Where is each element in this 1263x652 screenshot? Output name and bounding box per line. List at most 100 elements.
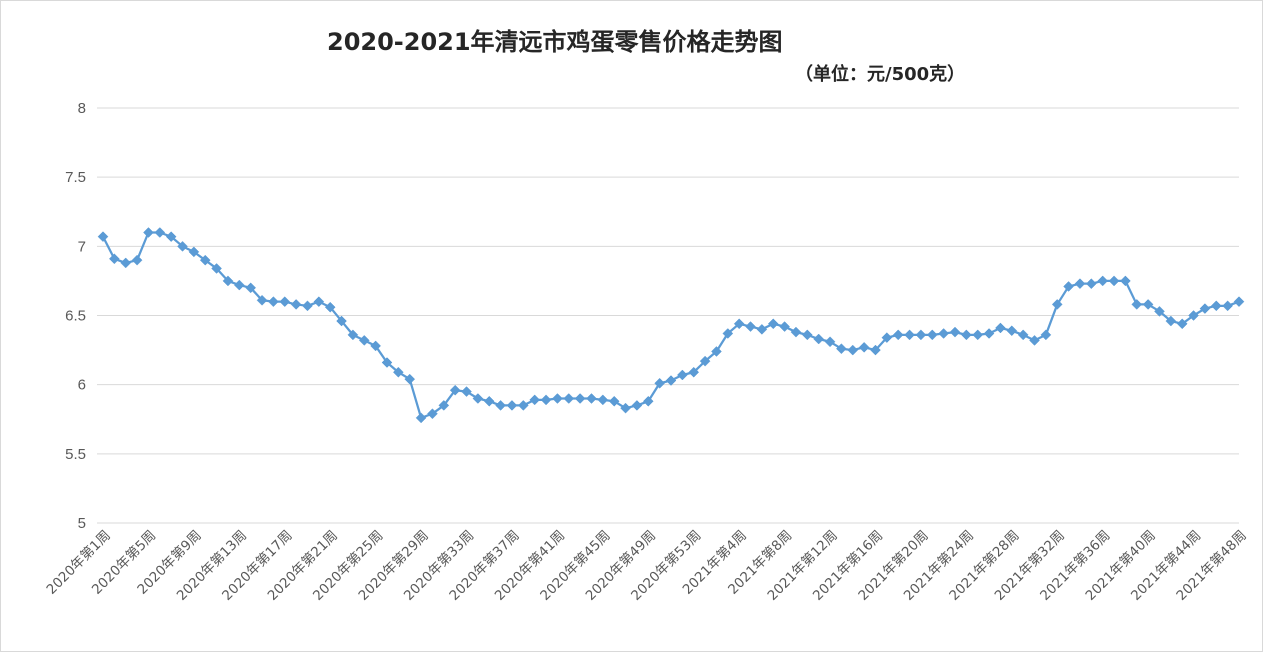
data-point — [165, 231, 177, 243]
data-point — [302, 300, 313, 312]
data-point — [336, 315, 347, 327]
data-point — [529, 394, 541, 406]
chart-title: 2020-2021年清远市鸡蛋零售价格走势图 — [327, 28, 783, 56]
data-point — [1006, 325, 1018, 337]
data-point — [427, 408, 438, 420]
data-point — [1063, 281, 1074, 292]
data-point — [836, 343, 847, 355]
y-axis-ticks: 5 5.5 6 6.5 7 7.5 8 — [65, 100, 86, 532]
data-point — [972, 329, 984, 341]
data-point — [393, 366, 404, 378]
data-point — [790, 326, 802, 338]
data-point — [381, 357, 393, 368]
data-point — [415, 412, 427, 424]
data-point — [1051, 299, 1063, 310]
data-point — [881, 332, 893, 343]
data-point — [449, 384, 461, 396]
data-point — [143, 227, 154, 238]
data-point — [733, 318, 745, 330]
data-point — [1188, 310, 1199, 321]
data-point — [1142, 299, 1154, 310]
data-point — [517, 400, 529, 411]
data-point — [245, 282, 257, 294]
data-point — [870, 344, 881, 356]
data-point — [506, 400, 518, 411]
data-point — [824, 336, 836, 348]
data-point — [1017, 329, 1029, 341]
data-point — [552, 393, 563, 404]
data-point — [1029, 335, 1040, 346]
data-point — [222, 275, 234, 287]
data-point — [97, 231, 109, 243]
data-point — [1154, 305, 1165, 317]
data-point — [233, 279, 245, 291]
data-point — [279, 296, 291, 308]
data-point — [154, 227, 166, 238]
data-point — [563, 393, 575, 404]
data-point — [699, 355, 711, 367]
price-series — [97, 227, 1245, 424]
data-point — [688, 366, 700, 378]
data-point — [915, 329, 927, 341]
data-point — [574, 393, 586, 404]
data-point — [813, 333, 825, 345]
data-point — [495, 400, 506, 411]
data-point — [1165, 315, 1177, 327]
data-point — [1233, 296, 1245, 308]
data-point — [631, 400, 643, 411]
data-point — [256, 294, 268, 306]
data-point — [801, 329, 813, 341]
data-point — [892, 329, 904, 341]
data-point — [461, 386, 472, 397]
data-point — [120, 257, 132, 269]
data-point — [767, 318, 779, 330]
data-point — [711, 346, 722, 357]
data-point — [1085, 278, 1097, 290]
data-point — [654, 377, 665, 389]
y-tick-label: 8 — [78, 100, 86, 117]
data-point — [858, 341, 870, 353]
data-point — [1131, 299, 1143, 310]
data-point — [177, 240, 188, 252]
data-point — [199, 254, 211, 266]
data-point — [347, 329, 359, 341]
data-point — [1040, 329, 1052, 341]
data-point — [926, 329, 938, 341]
data-point — [1097, 275, 1109, 287]
data-point — [324, 301, 336, 313]
data-point — [779, 321, 790, 332]
data-point — [677, 369, 688, 381]
y-tick-label: 5.5 — [65, 446, 86, 463]
data-point — [949, 326, 961, 338]
data-point — [1199, 303, 1211, 314]
data-point — [540, 394, 552, 406]
data-point — [211, 263, 222, 274]
data-point — [938, 328, 949, 339]
y-tick-label: 7.5 — [65, 169, 86, 186]
data-point — [404, 373, 416, 385]
data-point — [370, 340, 381, 352]
y-tick-label: 5 — [78, 515, 86, 532]
chart-subtitle: （单位：元/500克） — [795, 64, 966, 85]
data-point — [438, 400, 450, 411]
data-point — [472, 393, 484, 404]
gridlines — [97, 107, 1239, 524]
data-point — [1210, 300, 1222, 312]
data-point — [109, 253, 120, 265]
data-point — [745, 321, 756, 332]
data-point — [642, 395, 654, 407]
data-point — [188, 246, 200, 258]
data-point — [722, 328, 734, 339]
y-tick-label: 6 — [78, 377, 86, 394]
data-point — [995, 322, 1006, 334]
data-point — [847, 344, 859, 356]
data-point — [608, 395, 620, 407]
data-point — [1176, 318, 1188, 330]
data-point — [1108, 275, 1120, 287]
series-line — [101, 231, 1240, 419]
data-point — [597, 394, 609, 406]
data-point — [904, 329, 915, 341]
data-point — [1222, 300, 1233, 312]
